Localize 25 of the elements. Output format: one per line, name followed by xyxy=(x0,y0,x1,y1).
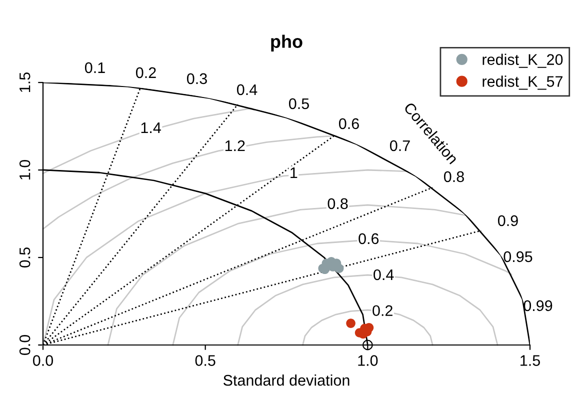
x-tick-label: 0.0 xyxy=(32,355,54,366)
y-tick-label: 1.5 xyxy=(20,72,30,92)
chart-title: pho xyxy=(271,34,302,52)
annotation: 1 xyxy=(290,167,298,178)
annotation: 0.8 xyxy=(444,171,464,182)
x-tick-label: 1.5 xyxy=(520,355,540,366)
annotation: 0.95 xyxy=(504,251,532,262)
annotation: 1.2 xyxy=(225,140,245,152)
annotation: 0.8 xyxy=(328,198,348,210)
annotation: 0.6 xyxy=(338,118,359,130)
legend-label: redist_K_20 xyxy=(482,54,563,68)
y-tick-label: 0.5 xyxy=(19,248,30,268)
annotation: 1.4 xyxy=(141,122,161,133)
annotation: 0.9 xyxy=(498,215,518,226)
x-axis-title: Standard deviation xyxy=(223,374,350,386)
text: 0.2 xyxy=(136,67,156,78)
text: 0.1 xyxy=(84,62,105,74)
y-tick-label: 1.0 xyxy=(19,160,30,180)
legend-label: redist_K_57 xyxy=(482,76,562,90)
annotation: 0.4 xyxy=(236,84,258,96)
annotation: 0.5 xyxy=(288,98,309,110)
annotation: 0.4 xyxy=(374,269,394,280)
x-tick-label: 0.5 xyxy=(195,355,216,366)
x-tick-label: 1.0 xyxy=(358,355,378,366)
annotation: 0.3 xyxy=(186,73,207,84)
